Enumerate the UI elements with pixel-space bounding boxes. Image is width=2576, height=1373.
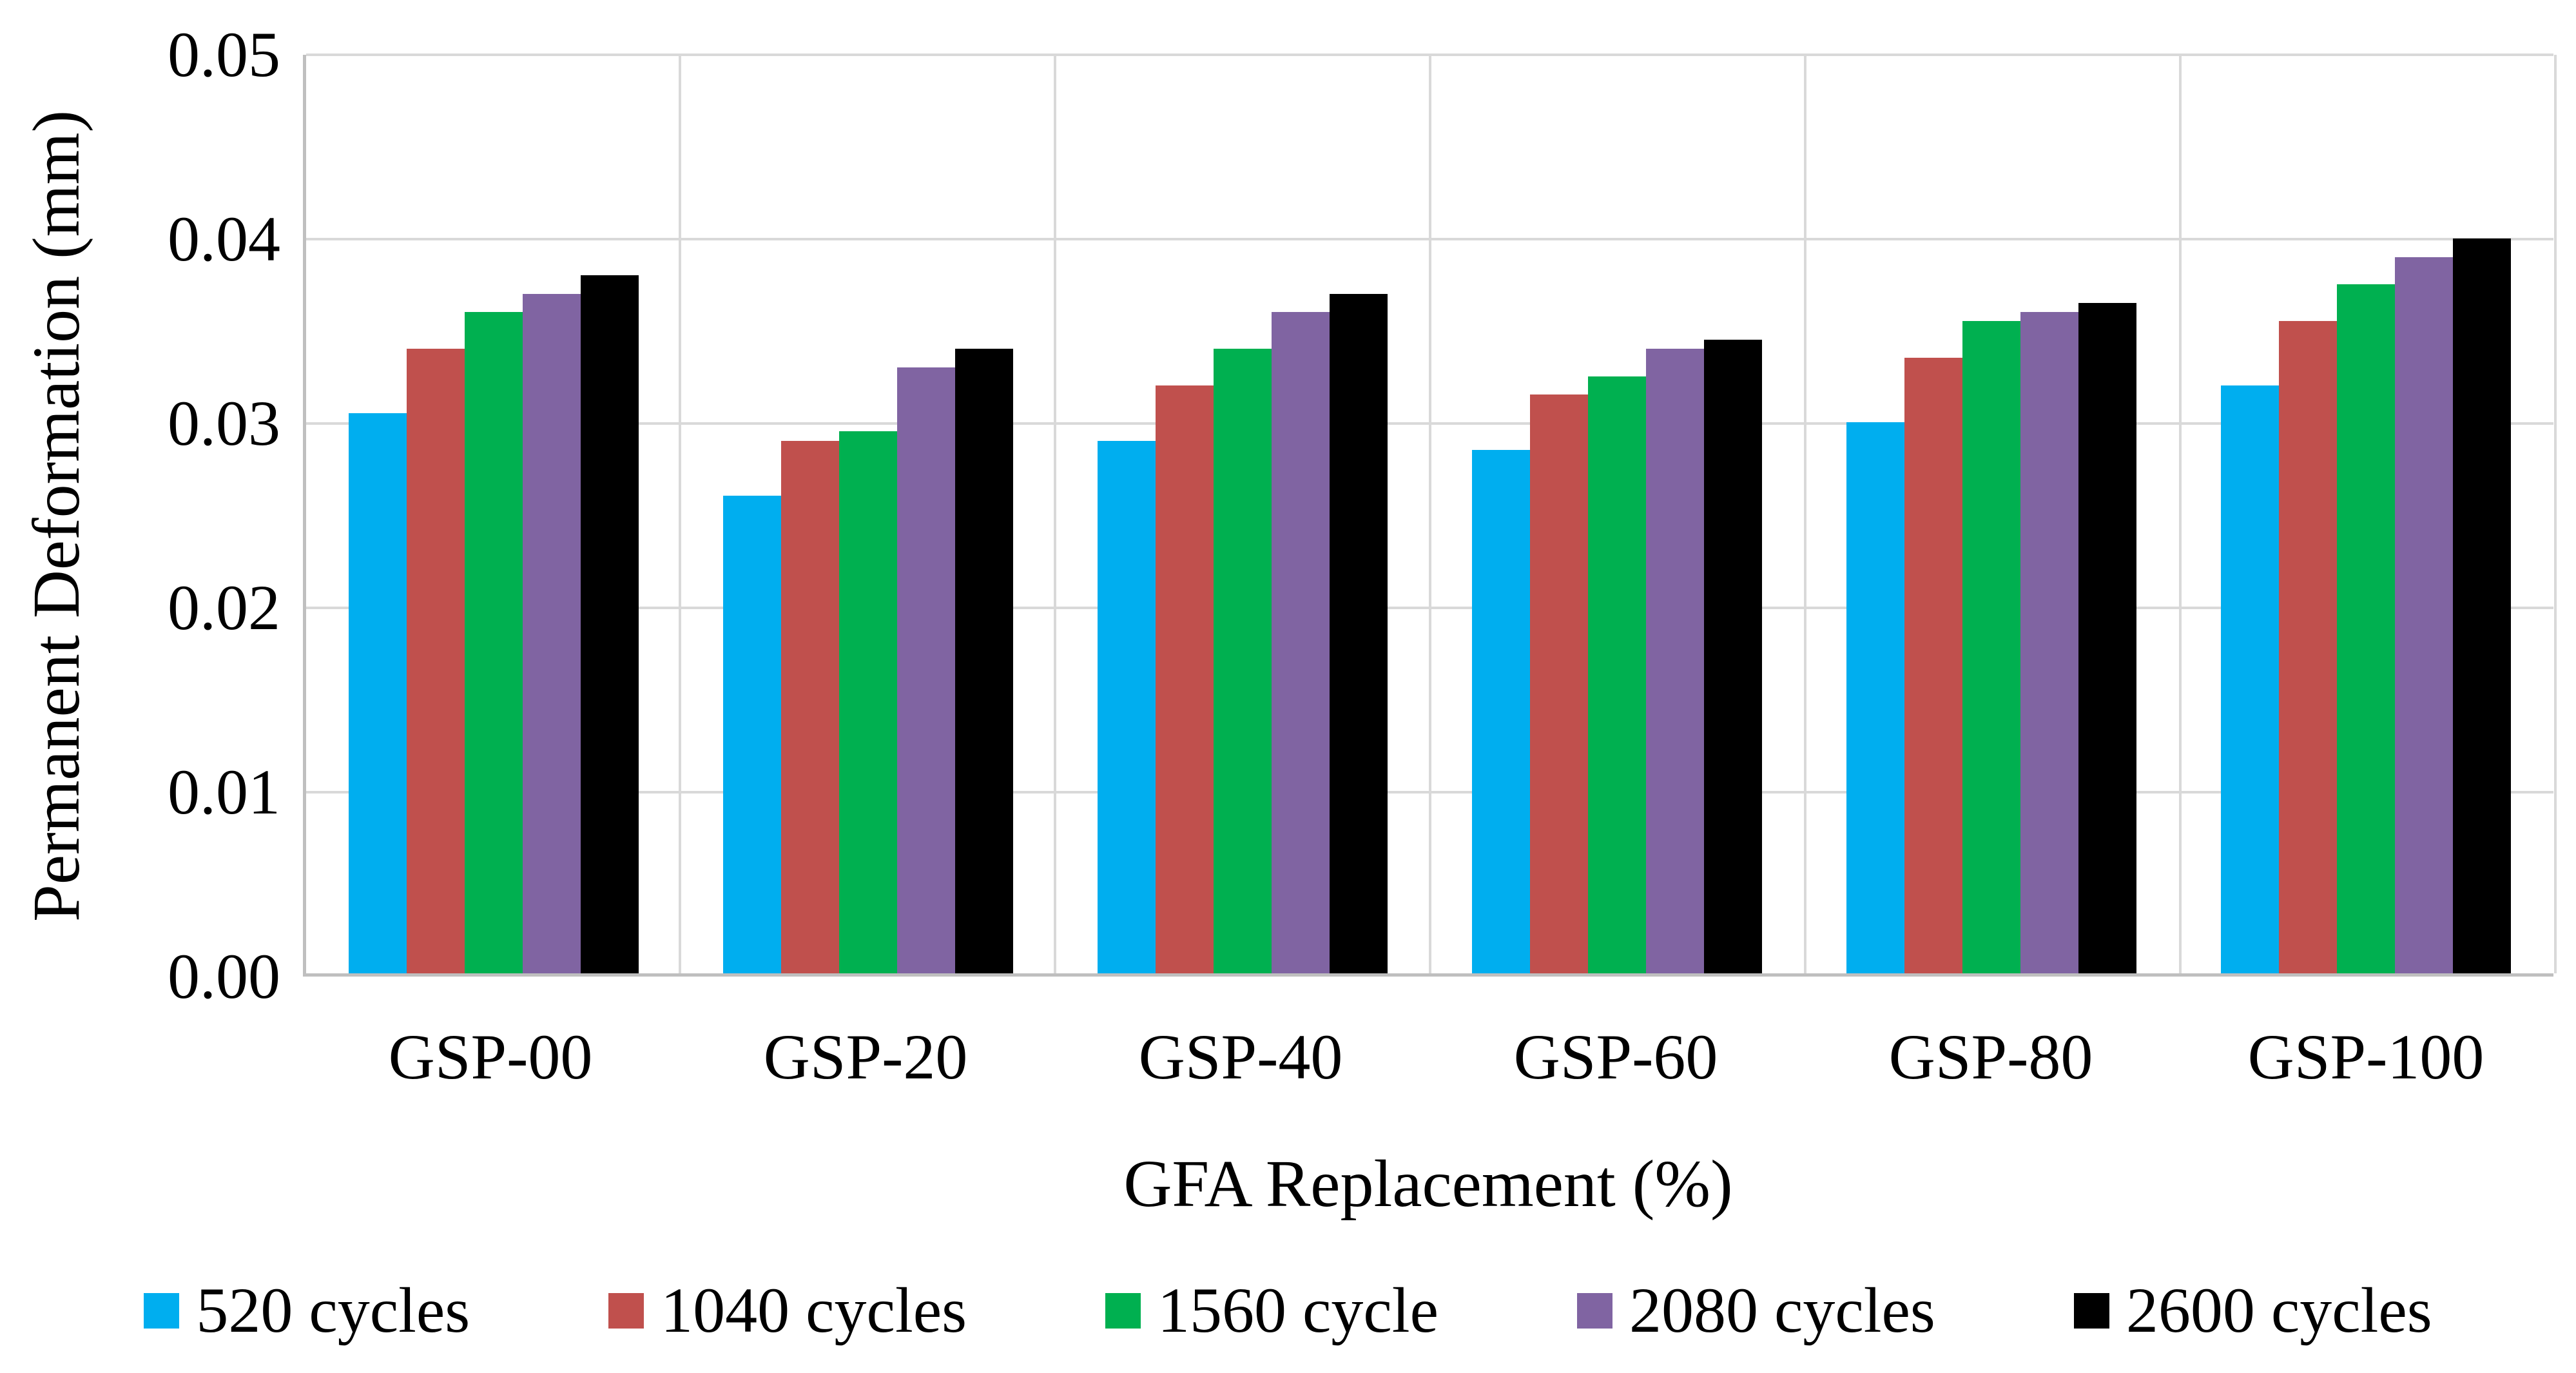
gridline-vertical <box>1054 55 1056 973</box>
bar-group <box>306 55 681 973</box>
bar <box>1472 449 1531 973</box>
x-tick-label: GSP-80 <box>1888 1021 2093 1093</box>
bar <box>1704 339 1763 973</box>
gridline-vertical <box>679 55 681 973</box>
bar-group <box>2179 55 2553 973</box>
y-tick-label: 0.04 <box>168 203 280 275</box>
legend-label: 520 cycles <box>196 1274 470 1346</box>
bar <box>1588 376 1647 973</box>
y-tick-label: 0.03 <box>168 387 280 459</box>
legend-swatch <box>144 1292 180 1329</box>
legend-label: 1560 cycle <box>1157 1274 1438 1346</box>
y-axis-title: Permanent Deformation (mm) <box>19 110 93 922</box>
bar-group <box>1055 55 1429 973</box>
x-tick-label: GSP-100 <box>2247 1021 2484 1093</box>
bar <box>2337 284 2396 973</box>
y-tick-label: 0.01 <box>168 756 280 828</box>
bar <box>2453 239 2512 973</box>
gridline-vertical <box>1429 55 1431 973</box>
legend-swatch <box>608 1292 644 1329</box>
bar <box>896 367 955 973</box>
bar <box>1329 293 1388 973</box>
legend: 520 cycles 1040 cycles 1560 cycle 2080 cycl… <box>0 1269 2576 1352</box>
bar <box>580 275 639 973</box>
legend-item: 1040 cycles <box>608 1275 967 1346</box>
bar <box>522 293 581 973</box>
bar <box>1097 440 1156 973</box>
bar <box>1271 312 1330 973</box>
bar-group <box>681 55 1055 973</box>
bar <box>464 312 523 973</box>
x-tick-label: GSP-40 <box>1138 1021 1343 1093</box>
legend-item: 2600 cycles <box>2073 1274 2432 1346</box>
bar <box>1846 422 1905 973</box>
y-tick-label: 0.02 <box>168 572 280 643</box>
y-tick-label: 0.05 <box>168 19 280 90</box>
bar-group <box>1430 55 1805 973</box>
bar <box>406 349 465 973</box>
y-tick-label: 0.00 <box>168 940 280 1012</box>
legend-swatch <box>1105 1292 1141 1329</box>
bar <box>348 413 407 973</box>
bar <box>2020 312 2079 973</box>
bar <box>1530 394 1589 973</box>
bar <box>1904 358 1963 973</box>
gridline-vertical <box>2554 55 2557 973</box>
bar <box>1962 321 2021 973</box>
bar <box>954 349 1013 973</box>
bar <box>722 496 781 973</box>
bar <box>2221 385 2280 973</box>
x-tick-label: GSP-60 <box>1513 1021 1718 1093</box>
legend-item: 2080 cycles <box>1576 1274 1935 1346</box>
bar <box>1213 349 1272 973</box>
legend-label: 2600 cycles <box>2126 1274 2432 1346</box>
legend-swatch <box>1576 1292 1612 1329</box>
bar <box>1646 349 1705 973</box>
legend-label: 1040 cycles <box>661 1274 967 1346</box>
bar <box>2078 302 2137 973</box>
bar <box>780 440 839 973</box>
x-axis-title: GFA Replacement (%) <box>1123 1147 1733 1221</box>
legend-swatch <box>2073 1292 2109 1329</box>
plot-area <box>303 54 2557 977</box>
bar <box>838 431 897 973</box>
legend-label: 2080 cycles <box>1629 1274 1935 1346</box>
bar <box>2395 257 2454 973</box>
bar <box>1155 385 1214 973</box>
gridline-vertical <box>1804 55 1806 973</box>
bar <box>2279 321 2338 973</box>
legend-item: 1560 cycle <box>1105 1275 1438 1346</box>
legend-item: 520 cycles <box>144 1275 470 1346</box>
bar-groups-container <box>306 55 2553 973</box>
gridline-vertical <box>2179 55 2182 973</box>
x-tick-label: GSP-20 <box>763 1021 968 1093</box>
x-tick-label: GSP-00 <box>388 1021 593 1093</box>
bar-group <box>1805 55 2179 973</box>
